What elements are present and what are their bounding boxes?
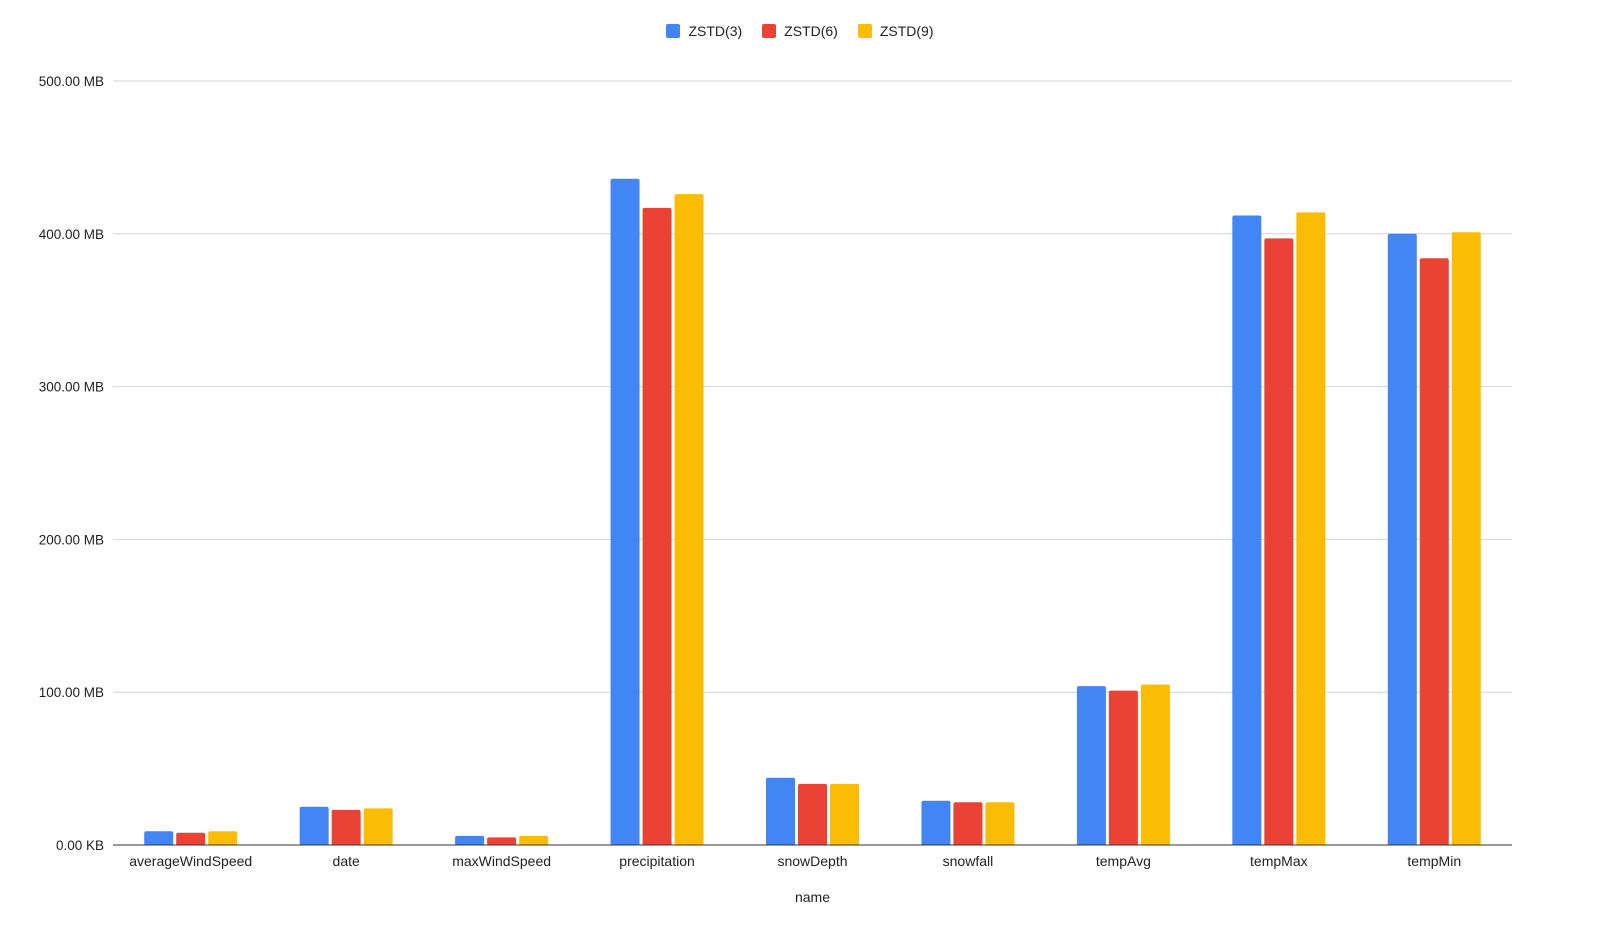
legend-item-2: ZSTD(9) <box>857 23 934 39</box>
bar-maxWindSpeed-ZSTD(3) <box>455 835 485 845</box>
bar-precipitation-ZSTD(9) <box>674 194 704 845</box>
bar-date-ZSTD(3) <box>299 806 329 845</box>
y-tick-label: 300.00 MB <box>39 380 104 395</box>
bar-snowfall-ZSTD(9) <box>985 802 1015 845</box>
bar-maxWindSpeed-ZSTD(9) <box>519 835 549 845</box>
legend-label: ZSTD(3) <box>688 23 743 39</box>
bar-tempMin-ZSTD(9) <box>1451 232 1481 846</box>
y-tick-label: 400.00 MB <box>39 227 104 242</box>
y-tick-label: 200.00 MB <box>39 532 104 547</box>
x-axis-title: name <box>795 889 830 905</box>
legend-swatch <box>762 24 777 38</box>
bars <box>144 178 1481 846</box>
x-tick-label: snowfall <box>943 853 994 869</box>
bar-tempMin-ZSTD(6) <box>1419 258 1449 845</box>
x-tick-label: precipitation <box>619 853 695 869</box>
bar-tempAvg-ZSTD(9) <box>1140 684 1170 845</box>
bar-tempMax-ZSTD(9) <box>1296 212 1326 845</box>
bar-precipitation-ZSTD(6) <box>642 207 672 846</box>
bar-averageWindSpeed-ZSTD(9) <box>208 831 238 845</box>
x-tick-label: date <box>333 853 360 869</box>
y-tick-label: 0.00 KB <box>56 838 104 853</box>
x-tick-label: tempMax <box>1250 853 1308 869</box>
bar-snowfall-ZSTD(6) <box>953 802 983 845</box>
bar-snowDepth-ZSTD(3) <box>766 777 795 845</box>
bar-tempMax-ZSTD(6) <box>1264 238 1294 845</box>
legend-item-0: ZSTD(3) <box>666 23 742 39</box>
bar-tempMin-ZSTD(3) <box>1387 233 1417 846</box>
x-tick-label: tempMin <box>1407 853 1461 869</box>
x-axis-tick-labels: averageWindSpeed date maxWindSpeed precipit… <box>129 853 1461 869</box>
legend-item-1: ZSTD(6) <box>762 23 838 39</box>
x-tick-label: snowDepth <box>777 853 847 869</box>
bar-snowfall-ZSTD(3) <box>921 800 951 845</box>
x-tick-label: averageWindSpeed <box>129 853 252 869</box>
bar-snowDepth-ZSTD(9) <box>830 783 859 845</box>
y-tick-label: 500.00 MB <box>39 74 104 89</box>
bar-tempAvg-ZSTD(6) <box>1108 690 1138 845</box>
bar-tempMax-ZSTD(3) <box>1232 215 1262 846</box>
chart-legend: ZSTD(3) ZSTD(6) ZSTD(9) <box>0 23 1600 39</box>
bar-averageWindSpeed-ZSTD(3) <box>144 831 174 845</box>
x-tick-label: tempAvg <box>1096 853 1151 869</box>
legend-swatch <box>666 24 681 38</box>
y-axis-tick-labels: 0.00 KB 100.00 MB 200.00 MB 300.00 MB 400.00… <box>39 74 104 853</box>
bar-averageWindSpeed-ZSTD(6) <box>176 832 206 845</box>
bar-tempAvg-ZSTD(3) <box>1076 686 1106 845</box>
bar-precipitation-ZSTD(3) <box>610 178 640 846</box>
x-tick-label: maxWindSpeed <box>452 853 551 869</box>
y-tick-label: 100.00 MB <box>39 685 104 700</box>
legend-label: ZSTD(6) <box>784 23 838 39</box>
legend-swatch <box>857 24 872 38</box>
bar-date-ZSTD(9) <box>363 808 393 845</box>
legend-label: ZSTD(9) <box>879 23 934 39</box>
bar-snowDepth-ZSTD(6) <box>798 783 827 845</box>
bar-date-ZSTD(6) <box>331 809 361 845</box>
bar-maxWindSpeed-ZSTD(6) <box>487 837 517 845</box>
